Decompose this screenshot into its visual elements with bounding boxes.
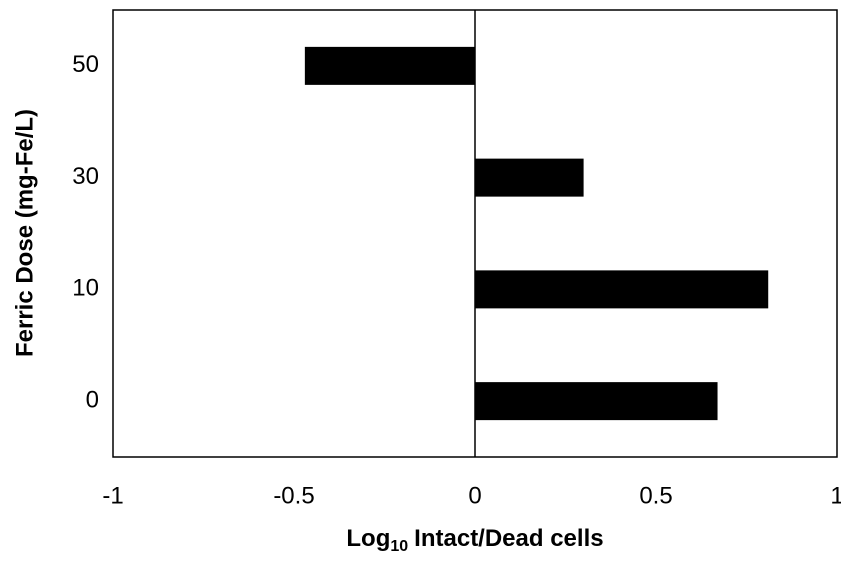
- bar: [304, 46, 475, 85]
- y-tick-label: 0: [86, 386, 99, 413]
- y-tick-label: 30: [72, 163, 99, 190]
- x-tick-label: 1: [830, 482, 841, 509]
- x-tick-label: 0: [468, 482, 481, 509]
- x-axis-label: Log10 Intact/Dead cells: [346, 525, 603, 555]
- x-tick-label: 0.5: [639, 482, 672, 509]
- x-label-subscript: 10: [390, 538, 408, 555]
- x-tick-label: -1: [102, 482, 123, 509]
- y-tick-label: 50: [72, 51, 99, 78]
- bar: [475, 158, 584, 197]
- x-tick-label: -0.5: [273, 482, 314, 509]
- bar: [475, 382, 718, 421]
- bar: [475, 270, 769, 309]
- y-tick-label: 10: [72, 275, 99, 302]
- x-label-base: Log: [346, 525, 390, 552]
- y-axis-label: Ferric Dose (mg-Fe/L): [11, 109, 38, 357]
- x-label-rest: Intact/Dead cells: [414, 525, 603, 552]
